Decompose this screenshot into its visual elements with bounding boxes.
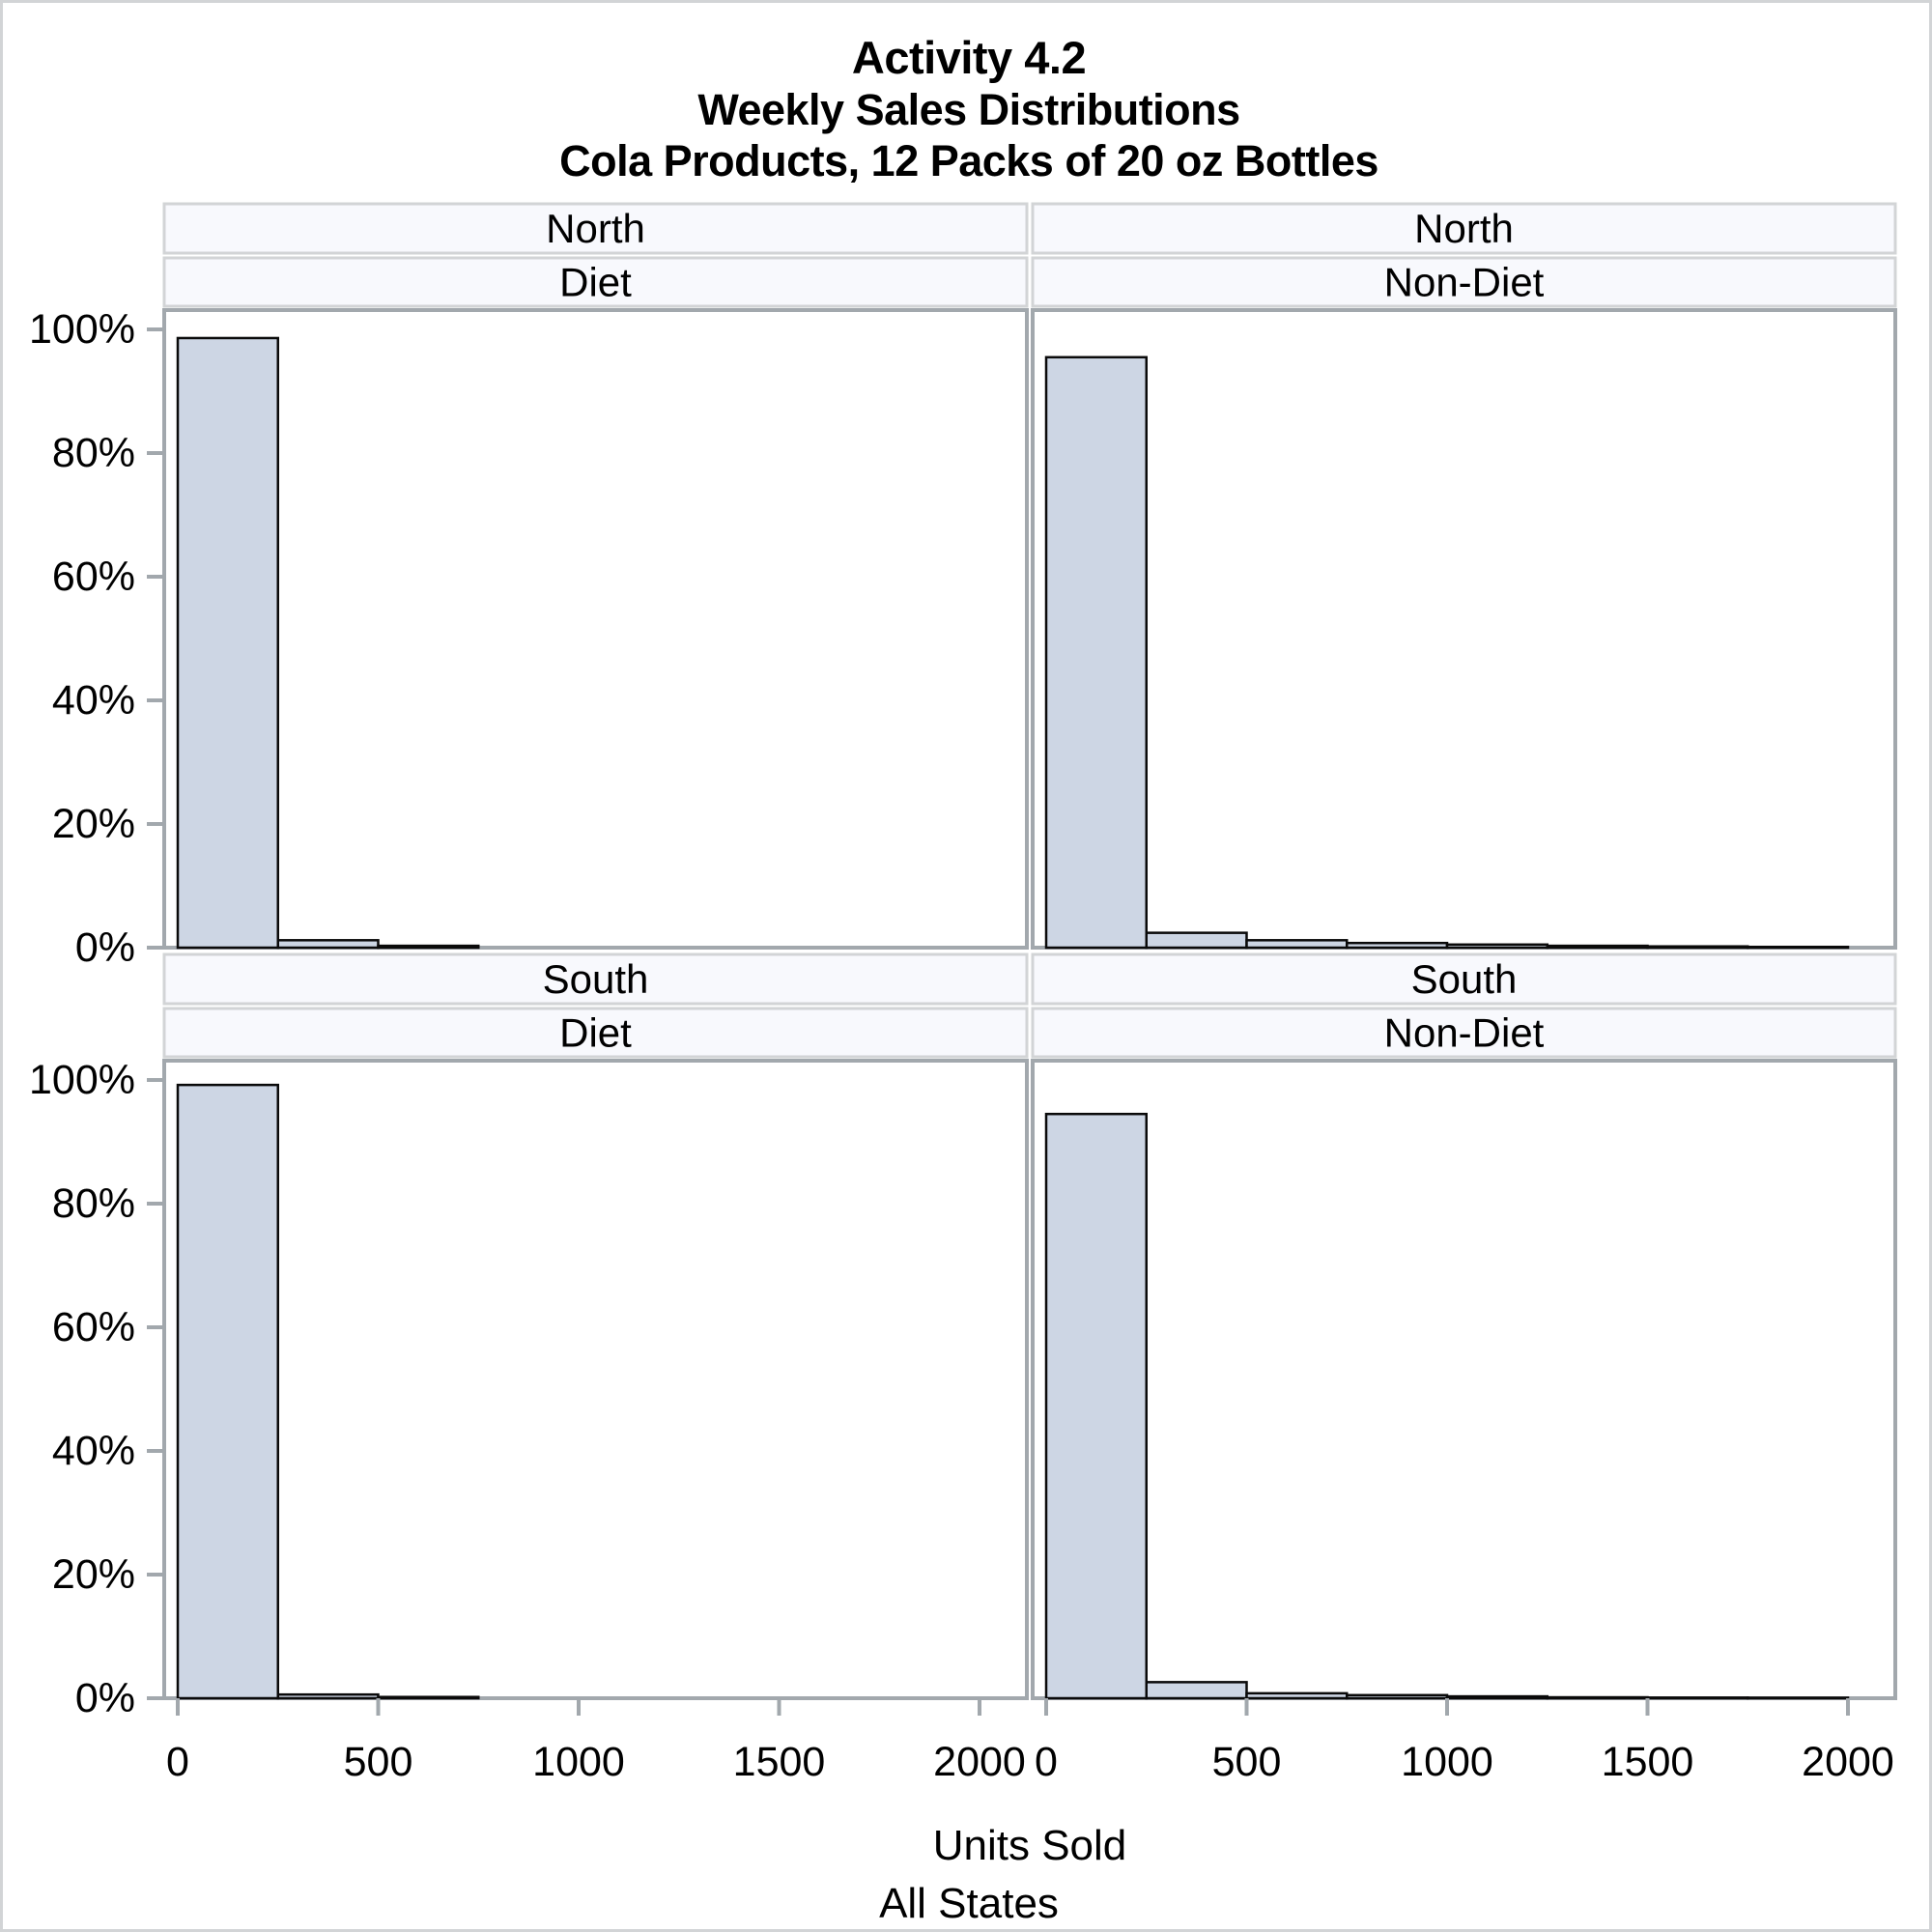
title-line-3: Cola Products, 12 Packs of 20 oz Bottles: [559, 136, 1378, 185]
histogram-bar-panel3-bin2: [1245, 1691, 1349, 1700]
strip-label-type-2-box: [162, 1007, 1029, 1059]
x-tick-label: 500: [344, 1739, 413, 1785]
x-tick-label: 500: [1212, 1739, 1282, 1785]
histogram-bar-panel0-bin1: [276, 939, 380, 950]
title-line-1: Activity 4.2: [851, 32, 1087, 83]
strip-label-type-3-box: [1031, 1007, 1897, 1059]
histogram-bar-panel3-bin5: [1546, 1695, 1649, 1700]
strip-label-type-1-box: [1031, 256, 1897, 308]
strip-label-type-1: Non-Diet: [1384, 260, 1545, 305]
strip-label-type-0: Diet: [559, 260, 632, 305]
x-tick-label: 1000: [1401, 1739, 1493, 1785]
x-tick-label: 1500: [733, 1739, 826, 1785]
y-tick-label: 40%: [52, 677, 135, 724]
histogram-bar-panel2-bin1: [276, 1692, 380, 1700]
strip-label-region-0: North: [546, 206, 645, 251]
footnote-all-states: All States: [879, 1880, 1059, 1927]
plot-frame-2: [162, 1059, 1029, 1700]
strip-label-region-1: North: [1414, 206, 1514, 251]
histogram-bar-panel3-bin4: [1445, 1694, 1548, 1700]
histogram-bar-panel2-bin2: [377, 1695, 480, 1700]
y-tick-label: 60%: [52, 554, 135, 600]
strip-label-region-2: South: [543, 956, 649, 1002]
x-tick-label: 2000: [1802, 1739, 1894, 1785]
histogram-bar-panel0-bin2: [377, 944, 480, 950]
strip-label-region-3-box: [1031, 952, 1897, 1006]
histogram-bar-panel1-bin2: [1245, 939, 1349, 950]
histogram-bar-panel3-bin6: [1646, 1696, 1749, 1700]
y-tick-label: 0%: [75, 924, 135, 971]
strip-label-type-2: Diet: [559, 1010, 632, 1056]
y-tick-label: 100%: [29, 306, 135, 353]
strip-label-type-0-box: [162, 256, 1029, 308]
x-tick-label: 0: [1035, 1739, 1058, 1785]
histogram-bar-panel1-bin3: [1346, 941, 1449, 950]
histogram-bar-panel3-bin0: [1044, 1112, 1148, 1700]
plot-frame-0: [162, 308, 1029, 950]
y-tick-label: 20%: [52, 1551, 135, 1598]
histogram-bar-panel3-bin1: [1145, 1681, 1248, 1700]
histogram-lattice: North Diet 0% 20% 40% 60% 80% 100% North Non-Diet…: [29, 202, 1897, 1785]
title-block: Activity 4.2 Weekly Sales Distributions …: [3, 3, 1929, 186]
histogram-bar-panel3-bin3: [1346, 1693, 1449, 1700]
title-line-2: Weekly Sales Distributions: [697, 85, 1240, 134]
x-tick-label: 2000: [933, 1739, 1026, 1785]
y-tick-label: 40%: [52, 1428, 135, 1474]
y-tick-label: 0%: [75, 1675, 135, 1721]
strip-label-region-2-box: [162, 952, 1029, 1006]
strip-label-region-1-box: [1031, 202, 1897, 255]
x-tick-label: 0: [166, 1739, 189, 1785]
plot-frame-1: [1031, 308, 1897, 950]
histogram-bar-panel1-bin6: [1646, 945, 1749, 950]
plot-frame-3: [1031, 1059, 1897, 1700]
strip-label-region-3: South: [1411, 956, 1518, 1002]
strip-label-region-0-box: [162, 202, 1029, 255]
histogram-bar-panel1-bin4: [1445, 943, 1548, 950]
histogram-bar-panel1-bin0: [1044, 355, 1148, 950]
y-tick-label: 60%: [52, 1304, 135, 1350]
y-tick-label: 80%: [52, 430, 135, 476]
histogram-bar-panel2-bin0: [176, 1083, 279, 1700]
x-tick-label: 1500: [1602, 1739, 1694, 1785]
x-tick-label: 1000: [532, 1739, 625, 1785]
y-tick-label: 80%: [52, 1180, 135, 1227]
x-axis-title: Units Sold: [932, 1822, 1127, 1869]
histogram-bar-panel1-bin5: [1546, 944, 1649, 950]
y-tick-label: 20%: [52, 801, 135, 847]
histogram-bar-panel1-bin1: [1145, 931, 1248, 950]
histogram-bar-panel3-bin7: [1747, 1696, 1850, 1700]
y-tick-label: 100%: [29, 1057, 135, 1103]
strip-label-type-3: Non-Diet: [1384, 1010, 1545, 1056]
histogram-bar-panel1-bin7: [1747, 945, 1850, 950]
histogram-bar-panel0-bin0: [176, 336, 279, 950]
